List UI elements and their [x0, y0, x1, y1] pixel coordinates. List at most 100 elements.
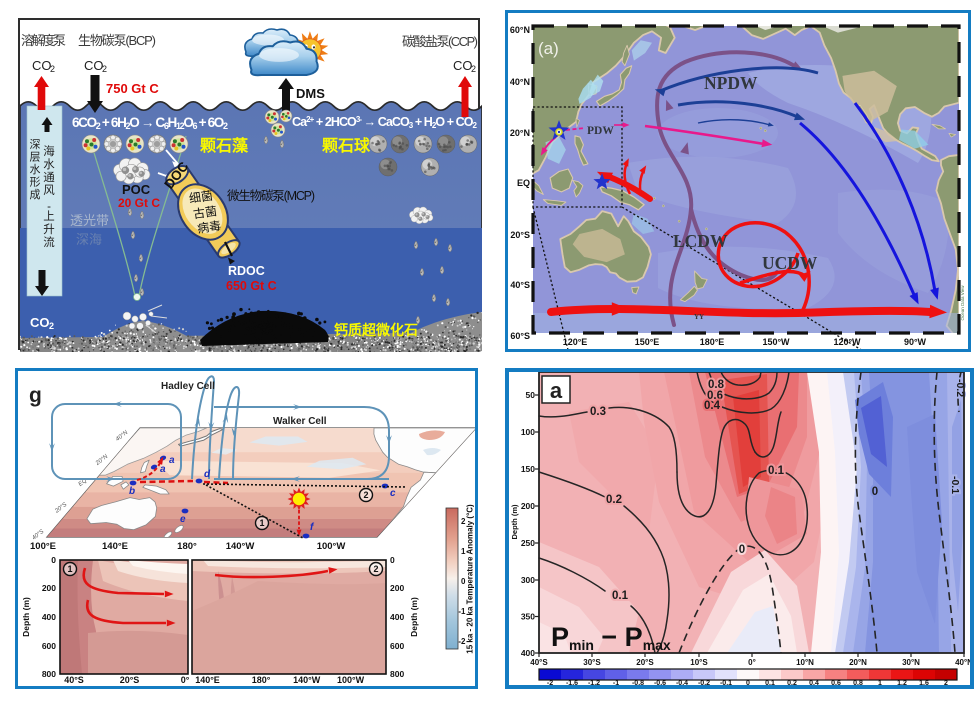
svg-text:180°: 180°: [252, 675, 271, 685]
svg-text:2: 2: [944, 680, 948, 685]
svg-text:Depth (m): Depth (m): [409, 597, 419, 637]
svg-text:b: b: [129, 486, 135, 497]
svg-text:-2: -2: [458, 637, 466, 646]
svg-text:40°N: 40°N: [510, 77, 530, 87]
svg-text:140°E: 140°E: [195, 675, 220, 685]
svg-text:400: 400: [521, 648, 535, 658]
svg-text:-: -: [47, 201, 51, 213]
svg-text:Depth (m): Depth (m): [21, 597, 31, 637]
svg-text:Walker Cell: Walker Cell: [273, 416, 327, 427]
svg-text:LCDW: LCDW: [673, 231, 728, 251]
svg-text:c: c: [390, 488, 396, 499]
svg-text:20°N: 20°N: [510, 128, 530, 138]
svg-text:40°N: 40°N: [955, 658, 970, 667]
svg-text:-1: -1: [458, 607, 466, 616]
svg-text:a: a: [160, 464, 166, 475]
svg-text:0.8: 0.8: [853, 680, 863, 685]
svg-text:e: e: [180, 514, 186, 525]
svg-text:0.8: 0.8: [708, 379, 725, 391]
svg-text:颗石藻: 颗石藻: [200, 136, 249, 155]
svg-text:15 ka - 20 ka Temperature Anom: 15 ka - 20 ka Temperature Anomaly (°C): [466, 504, 475, 654]
svg-text:140°W: 140°W: [293, 675, 321, 685]
svg-text:POC: POC: [122, 182, 151, 197]
svg-text:f: f: [310, 522, 315, 533]
svg-text:1.6: 1.6: [919, 680, 929, 685]
svg-text:流: 流: [43, 235, 55, 249]
svg-text:0: 0: [739, 544, 745, 556]
svg-text:0: 0: [872, 486, 878, 498]
svg-text:40°S: 40°S: [31, 529, 45, 542]
svg-text:d: d: [204, 469, 211, 480]
svg-text:20°S: 20°S: [636, 658, 654, 667]
svg-text:RDOC: RDOC: [228, 264, 265, 278]
svg-text:g: g: [29, 384, 42, 407]
svg-text:-1.6: -1.6: [566, 680, 578, 685]
svg-text:水: 水: [43, 158, 55, 171]
svg-text:1: 1: [878, 680, 882, 685]
svg-text:400: 400: [390, 612, 404, 622]
svg-text:100°W: 100°W: [317, 541, 346, 552]
svg-text:通: 通: [43, 171, 55, 184]
svg-text:0.1: 0.1: [612, 590, 629, 602]
svg-text:0: 0: [51, 555, 56, 565]
svg-text:800: 800: [42, 669, 56, 679]
svg-text:UCDW: UCDW: [762, 253, 818, 273]
svg-text:90°W: 90°W: [904, 337, 927, 347]
svg-text:140°W: 140°W: [226, 541, 255, 552]
svg-text:PDW: PDW: [587, 125, 614, 137]
svg-text:20 Gt C: 20 Gt C: [118, 196, 160, 210]
svg-text:0.1: 0.1: [768, 465, 785, 477]
svg-text:0°: 0°: [748, 658, 756, 667]
svg-text:形: 形: [30, 176, 41, 189]
svg-text:溶解度泵: 溶解度泵: [21, 33, 66, 48]
svg-text:a: a: [550, 378, 563, 403]
svg-text:40°N: 40°N: [115, 429, 130, 442]
svg-text:a: a: [169, 455, 175, 466]
svg-text:2: 2: [363, 490, 368, 500]
svg-text:200: 200: [390, 583, 404, 593]
svg-text:CO: CO: [30, 315, 50, 330]
svg-text:NPDW: NPDW: [704, 73, 758, 93]
svg-text:40°S: 40°S: [510, 280, 530, 290]
svg-text:750 Gt C: 750 Gt C: [106, 81, 159, 96]
svg-text:150°E: 150°E: [635, 337, 660, 347]
svg-text:Hadley Cell: Hadley Cell: [161, 381, 215, 392]
svg-text:-0.4: -0.4: [676, 680, 688, 685]
svg-text:风: 风: [43, 184, 55, 197]
svg-text:水: 水: [30, 163, 41, 176]
svg-text:10°N: 10°N: [796, 658, 814, 667]
svg-text:钙质超微化石: 钙质超微化石: [334, 322, 418, 338]
svg-text:200: 200: [42, 583, 56, 593]
svg-text:30°S: 30°S: [583, 658, 601, 667]
svg-text:-0.8: -0.8: [632, 680, 644, 685]
svg-text:400: 400: [42, 612, 56, 622]
svg-text:100°E: 100°E: [30, 541, 56, 552]
svg-text:0.6: 0.6: [831, 680, 841, 685]
svg-text:120°E: 120°E: [563, 337, 588, 347]
svg-text:DMS: DMS: [296, 86, 325, 101]
svg-text:碳酸盐泵(CCP): 碳酸盐泵(CCP): [402, 34, 478, 49]
svg-text:深: 深: [30, 138, 41, 151]
svg-text:上: 上: [43, 210, 55, 223]
svg-text:100: 100: [521, 427, 535, 437]
svg-text:2: 2: [102, 64, 107, 74]
svg-text:1: 1: [67, 564, 72, 574]
svg-text:20°S: 20°S: [510, 230, 530, 240]
svg-text:(a): (a): [538, 39, 559, 58]
svg-text:0°: 0°: [181, 675, 190, 685]
svg-text:成: 成: [30, 188, 41, 201]
svg-text:2: 2: [373, 564, 378, 574]
svg-text:800: 800: [390, 669, 404, 679]
svg-text:0: 0: [390, 555, 395, 565]
svg-text:Ocean Data View: Ocean Data View: [960, 285, 965, 321]
svg-text:600: 600: [42, 641, 56, 651]
svg-text:-2: -2: [547, 680, 553, 685]
svg-text:350: 350: [521, 612, 535, 622]
svg-text:2: 2: [471, 64, 476, 74]
svg-text:200: 200: [521, 501, 535, 511]
svg-text:20°S: 20°S: [120, 675, 140, 685]
svg-text:-0.1: -0.1: [949, 476, 961, 494]
svg-text:0: 0: [746, 680, 750, 685]
svg-text:6CO2 + 6H2O → C6H12O6 + 6O2: 6CO2 + 6H2O → C6H12O6 + 6O2: [72, 115, 228, 131]
svg-text:0.2: 0.2: [787, 680, 797, 685]
